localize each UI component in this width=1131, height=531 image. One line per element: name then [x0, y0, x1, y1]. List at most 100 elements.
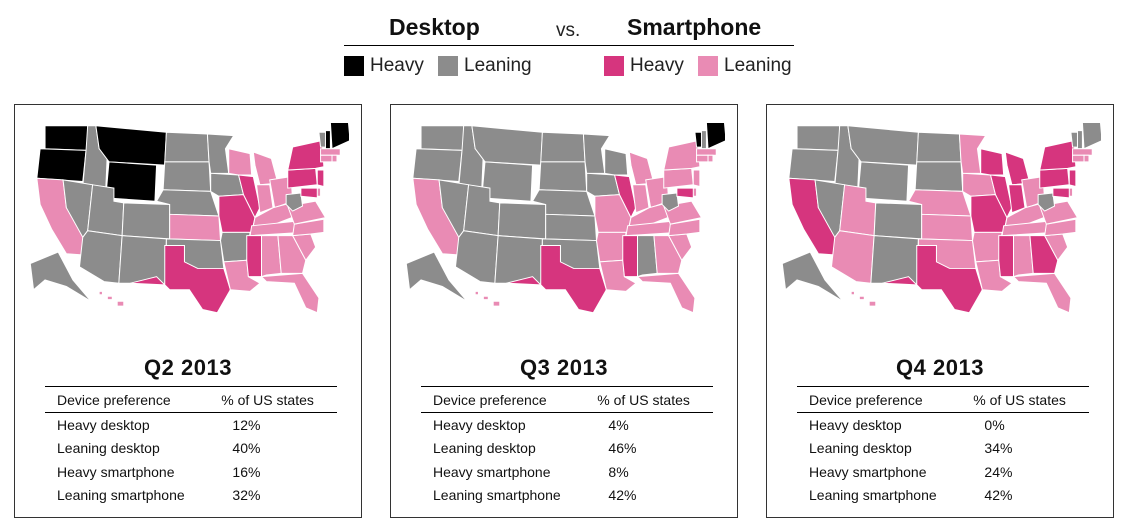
panel-title: Q4 2013: [896, 355, 984, 380]
state-wi: [980, 148, 1005, 176]
row-label: Heavy smartphone: [433, 463, 551, 480]
state-vt: [318, 131, 326, 148]
state-al: [1013, 235, 1034, 278]
row-label: Leaning smartphone: [433, 487, 561, 504]
table-rule: [797, 386, 1089, 387]
state-al: [261, 235, 282, 278]
state-nm: [118, 235, 167, 286]
row-value: 12%: [232, 416, 261, 433]
state-az: [78, 230, 123, 284]
state-nd: [540, 131, 586, 163]
state-nh: [324, 130, 331, 150]
row-value: 4%: [608, 416, 629, 433]
state-wv: [661, 192, 680, 212]
state-ak: [781, 251, 844, 302]
state-ar: [972, 231, 1003, 263]
state-nj: [1068, 169, 1077, 188]
row-label: Leaning desktop: [809, 440, 912, 457]
table-row: Heavy smartphone 8%: [421, 460, 713, 484]
legend-label: Leaning: [464, 55, 532, 76]
table-rule: [421, 386, 713, 387]
state-al: [637, 235, 658, 278]
state-sd: [538, 161, 588, 192]
row-value: 42%: [608, 487, 637, 504]
state-ri: [331, 154, 338, 163]
table-row: Leaning desktop 40%: [45, 437, 337, 461]
state-mi: [628, 151, 655, 186]
table-row: Leaning smartphone 42%: [421, 484, 713, 508]
state-hi: [850, 290, 877, 307]
table-row: Leaning desktop 46%: [421, 437, 713, 461]
state-nm: [870, 235, 919, 286]
legend-label: Heavy: [630, 55, 684, 76]
legend-header: Desktop vs. Smartphone Heavy Leaning Hea…: [0, 0, 1131, 90]
state-wy: [105, 161, 158, 202]
row-value: 34%: [984, 440, 1013, 457]
state-md: [676, 187, 694, 199]
state-fl: [260, 272, 320, 314]
table-header: Device preference % of US states: [45, 387, 337, 412]
legend-swatch: [698, 56, 718, 76]
row-label: Leaning desktop: [57, 440, 160, 457]
legend-swatch: [604, 56, 624, 76]
legend-swatch: [438, 56, 458, 76]
panel-title: Q3 2013: [520, 355, 608, 380]
smartphone-title: Smartphone: [627, 14, 762, 40]
state-il: [237, 174, 261, 219]
vs-label: vs.: [556, 20, 581, 41]
table-rule: [45, 412, 337, 413]
column-header: % of US states: [221, 391, 314, 408]
state-ga: [1029, 235, 1059, 274]
panel-title: Q2 2013: [144, 355, 232, 380]
state-wa: [796, 125, 841, 151]
state-in: [632, 184, 650, 214]
state-ar: [220, 231, 251, 263]
row-label: Heavy desktop: [57, 416, 150, 433]
table-header: Device preference % of US states: [421, 387, 713, 412]
table-row: Heavy desktop 0%: [797, 413, 1089, 437]
legend-item-leaning-smartphone: Leaning: [698, 55, 792, 77]
state-tx: [506, 244, 607, 314]
state-ms: [622, 235, 639, 278]
state-ct: [320, 154, 333, 163]
us-state-map: [29, 121, 349, 314]
desktop-title: Desktop: [389, 14, 480, 40]
table-row: Heavy smartphone 16%: [45, 460, 337, 484]
state-ga: [653, 235, 683, 274]
state-hi: [474, 290, 501, 307]
state-nj: [692, 169, 701, 188]
state-wi: [228, 148, 253, 176]
column-header: Device preference: [809, 391, 923, 408]
row-value: 0%: [984, 416, 1005, 433]
state-sd: [914, 161, 964, 192]
state-wa: [420, 125, 465, 151]
state-or: [36, 148, 87, 183]
state-il: [613, 174, 637, 219]
table-rule: [421, 412, 713, 413]
state-ri: [707, 154, 714, 163]
row-value: 16%: [232, 463, 261, 480]
state-md: [1052, 187, 1070, 199]
table-row: Heavy smartphone 24%: [797, 460, 1089, 484]
state-md: [300, 187, 318, 199]
row-value: 8%: [608, 463, 629, 480]
state-vt: [1070, 131, 1078, 148]
state-wy: [857, 161, 910, 202]
state-tx: [130, 244, 231, 314]
state-fl: [1012, 272, 1072, 314]
row-value: 46%: [608, 440, 637, 457]
preference-table: Device preference % of US states Heavy d…: [421, 386, 713, 507]
state-tx: [882, 244, 983, 314]
row-label: Heavy smartphone: [809, 463, 927, 480]
table-row: Heavy desktop 12%: [45, 413, 337, 437]
panel-q4: Q4 2013 Device preference % of US states…: [766, 104, 1114, 518]
state-nd: [164, 131, 210, 163]
state-ks: [545, 213, 598, 242]
legend-label: Leaning: [724, 55, 792, 76]
state-mt: [95, 125, 167, 166]
legend-item-heavy-smartphone: Heavy: [604, 55, 684, 77]
row-value: 32%: [232, 487, 261, 504]
state-ma: [696, 148, 717, 156]
state-nd: [916, 131, 962, 163]
table-rule: [45, 386, 337, 387]
